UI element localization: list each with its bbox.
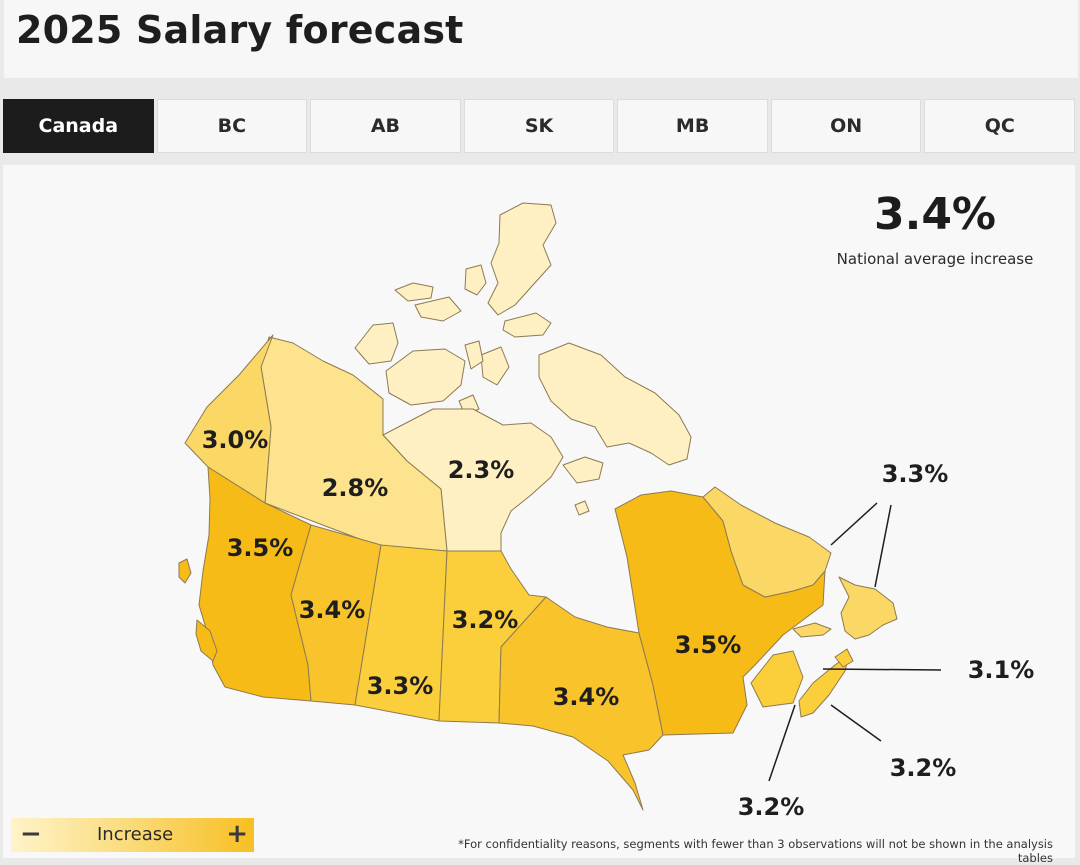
label-newfoundland-labrador: 3.3% [882,460,949,488]
pe-leader [822,668,942,671]
label-ontario: 3.4% [553,683,620,711]
tab-sk[interactable]: SK [463,99,615,153]
label-alberta: 3.4% [299,596,366,624]
label-nwt: 2.8% [322,474,389,502]
tab-canada[interactable]: Canada [3,99,154,153]
minus-icon: − [20,819,42,849]
nb-leader [768,704,796,782]
nunavut-islands [354,202,692,516]
map-panel: 3.0% 2.8% 2.3% 3.5% 3.4% 3.3% 3.2% 3.4% … [3,165,1075,865]
label-saskatchewan: 3.3% [367,672,434,700]
baffin-island [538,342,692,466]
prince-edward-island [792,622,832,638]
tab-bc[interactable]: BC [156,99,308,153]
label-bc: 3.5% [227,534,294,562]
label-quebec: 3.5% [675,631,742,659]
devon-island [502,312,552,338]
prince-of-wales-island [464,340,484,370]
footnote: *For confidentiality reasons, segments w… [458,837,1053,865]
label-manitoba: 3.2% [452,606,519,634]
tab-mb[interactable]: MB [617,99,768,153]
region-tabs: Canada BC AB SK MB ON QC [3,99,1076,153]
leader-lines [768,502,942,782]
haida-gwaii [178,558,192,584]
parry-islands-2 [414,296,462,322]
banks-island [354,322,399,365]
ns-leader [830,704,882,742]
cape-breton-island [834,648,854,668]
tab-ab[interactable]: AB [310,99,461,153]
victoria-island [385,348,466,406]
title-bar: 2025 Salary forecast [4,0,1078,78]
somerset-island [480,346,510,386]
label-new-brunswick: 3.2% [738,793,805,821]
nova-scotia-region [798,654,850,718]
national-average-value: 3.4% [873,189,997,240]
parry-islands [394,282,434,302]
province-labels: 3.0% 2.8% 2.3% 3.5% 3.4% 3.3% 3.2% 3.4% … [202,426,1035,821]
label-yukon: 3.0% [202,426,269,454]
tab-on[interactable]: ON [770,99,922,153]
tab-qc[interactable]: QC [924,99,1076,153]
label-nova-scotia: 3.2% [890,754,957,782]
axel-heiberg-island [464,264,487,296]
southampton-island [562,456,604,484]
national-average-label: National average increase [836,250,1034,268]
increase-legend: − Increase + [11,818,254,852]
label-nunavut: 2.3% [448,456,515,484]
nl-leader-labrador [830,502,878,546]
ellesmere-island [487,202,557,316]
yukon-region [184,334,274,504]
newfoundland-island [838,576,898,640]
belcher-islands [574,500,590,516]
page-title: 2025 Salary forecast [16,8,464,52]
vancouver-island [195,619,218,662]
ontario-region [498,596,664,811]
new-brunswick-region [750,650,804,708]
legend-label: Increase [97,824,174,845]
plus-icon: + [226,819,248,849]
canada-map: 3.0% 2.8% 2.3% 3.5% 3.4% 3.3% 3.2% 3.4% … [178,202,1035,821]
nl-leader-island [874,504,892,588]
label-pei: 3.1% [968,656,1035,684]
labrador-region [702,486,832,598]
